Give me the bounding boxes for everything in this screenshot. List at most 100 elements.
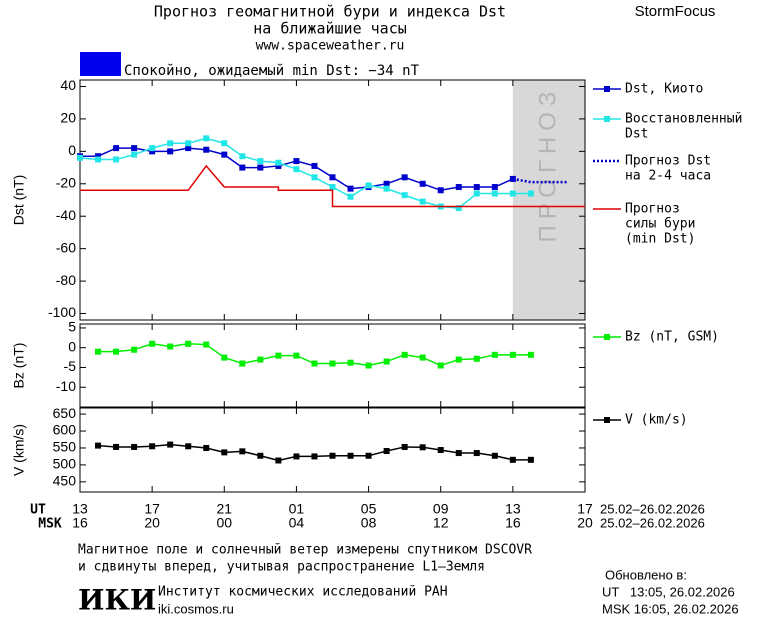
point [257, 158, 264, 165]
forecast-region [512, 80, 585, 320]
y-tick-label: 0 [68, 142, 76, 158]
point [347, 185, 354, 192]
msk-tick-label: 20 [144, 515, 160, 531]
legend-label: силы бури [625, 217, 695, 232]
point [383, 180, 390, 187]
point [347, 193, 354, 200]
point [95, 153, 102, 160]
point [221, 449, 228, 456]
point [311, 453, 318, 460]
point [257, 452, 264, 459]
point [365, 452, 372, 459]
point [131, 346, 138, 353]
point [473, 355, 480, 362]
ut-tick-label: 13 [72, 501, 88, 517]
point [275, 159, 282, 166]
msk-tick-label: 20 [577, 515, 593, 531]
y-tick-label: 5 [68, 319, 76, 335]
y-axis-label: Bz (nT) [11, 343, 27, 389]
point [185, 140, 192, 147]
point [239, 360, 246, 367]
point [437, 447, 444, 453]
ut-tick-label: 01 [289, 501, 305, 517]
y-tick-label: 450 [53, 473, 77, 489]
point [257, 164, 264, 171]
msk-dates: 25.02–26.02.2026 [600, 515, 705, 530]
point [221, 140, 228, 147]
point [509, 351, 516, 358]
point [329, 184, 336, 191]
point [239, 153, 246, 160]
point [491, 184, 498, 191]
point [455, 450, 462, 457]
point [491, 351, 498, 358]
point [293, 166, 300, 173]
point [221, 151, 228, 158]
point [275, 162, 282, 169]
y-tick-label: 600 [53, 422, 77, 438]
legend-label: (min Dst) [625, 232, 695, 247]
point [455, 184, 462, 191]
y-tick-label: 500 [53, 456, 77, 472]
legend-label: Восстановленный [625, 112, 742, 127]
point [293, 158, 300, 165]
point [311, 174, 318, 181]
legend-label: Dst, Киото [625, 82, 703, 97]
series-line [79, 137, 531, 209]
point [491, 190, 498, 197]
legend-marker [604, 116, 610, 122]
y-tick-label: -5 [64, 358, 77, 374]
y-tick-label: -80 [56, 272, 76, 288]
y-tick-label: 650 [53, 405, 77, 421]
series-line [80, 164, 585, 208]
point [509, 456, 516, 463]
point [113, 348, 120, 355]
panel-frame [79, 323, 586, 408]
legend-marker [604, 334, 610, 340]
y-tick-label: -40 [56, 207, 76, 223]
y-tick-label: 40 [60, 77, 76, 93]
point [221, 354, 228, 361]
ut-label: UT [30, 503, 46, 518]
forecast-label: ПРОГНОЗ [534, 86, 561, 243]
point [113, 156, 120, 163]
point [329, 452, 336, 459]
point [365, 182, 372, 189]
point [131, 443, 138, 450]
point [293, 453, 300, 460]
point [419, 198, 426, 205]
point [149, 148, 156, 155]
point [347, 452, 354, 459]
url: www.spaceweather.ru [256, 39, 405, 54]
point [77, 154, 83, 161]
msk-tick-label: 16 [72, 515, 88, 531]
point [167, 441, 174, 448]
point [473, 184, 480, 191]
legend-marker [604, 86, 610, 92]
title-2: на ближайшие часы [253, 20, 407, 38]
legend-marker [604, 417, 610, 423]
point [239, 448, 246, 455]
legend-label: Прогноз [625, 202, 680, 217]
updated-ut: UT 13:05, 26.02.2026 [602, 584, 735, 599]
status: Спокойно, ожидаемый min Dst: −34 nT [124, 63, 420, 79]
point [527, 456, 534, 463]
point [185, 443, 192, 450]
y-tick-label: 20 [60, 110, 76, 126]
y-tick-label: 0 [68, 338, 76, 354]
point [167, 148, 174, 155]
note: и сдвинуты вперед, учитывая распростране… [78, 560, 485, 575]
msk-label: MSK [38, 517, 62, 532]
legend-label: Dst [625, 127, 648, 142]
brand: StormFocus [635, 3, 716, 20]
legend-label: Прогноз Dst [625, 154, 711, 169]
point [401, 351, 408, 358]
point [419, 444, 426, 451]
updated-msk: MSK 16:05, 26.02.2026 [602, 601, 739, 616]
point [365, 362, 372, 369]
point [527, 351, 534, 358]
ut-dates: 25.02–26.02.2026 [600, 501, 705, 516]
y-tick-label: 550 [53, 439, 77, 455]
logo: ИКИ [78, 584, 156, 617]
